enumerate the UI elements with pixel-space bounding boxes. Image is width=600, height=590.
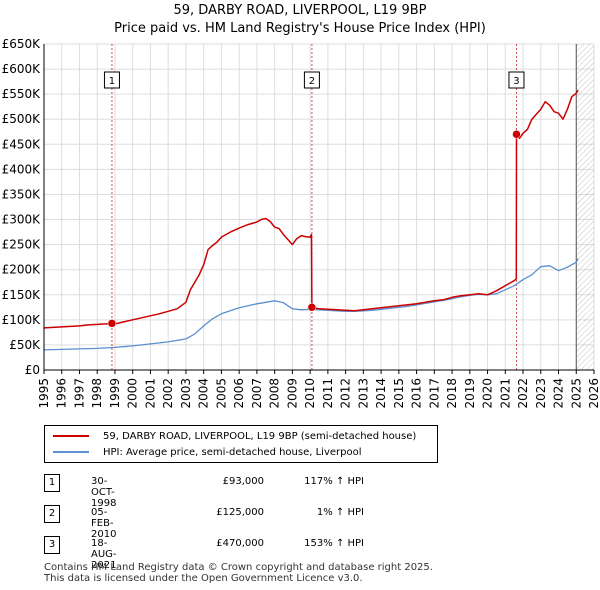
x-tick-label: 2001 bbox=[143, 378, 157, 409]
y-tick-label: £550K bbox=[2, 87, 42, 101]
x-tick-label: 2021 bbox=[498, 378, 512, 409]
x-tick-label: 2020 bbox=[481, 378, 495, 409]
transaction-marker bbox=[512, 130, 521, 139]
transaction-price: £470,000 bbox=[216, 538, 264, 549]
y-tick-label: £200K bbox=[2, 263, 42, 277]
transaction-hpi: 153% ↑ HPI bbox=[304, 538, 364, 549]
x-tick-label: 2013 bbox=[356, 378, 370, 409]
y-tick-label: £250K bbox=[2, 238, 42, 252]
plot-area bbox=[44, 44, 594, 370]
x-tick-label: 2002 bbox=[161, 378, 175, 409]
x-tick-label: 1995 bbox=[37, 378, 51, 409]
transaction-number: 1 bbox=[44, 474, 60, 492]
x-tick-label: 2023 bbox=[534, 378, 548, 409]
transaction-marker bbox=[107, 319, 117, 328]
x-tick-label: 2015 bbox=[392, 378, 406, 409]
transaction-date: 18-AUG-2021 bbox=[91, 538, 117, 571]
legend-item-hpi: HPI: Average price, semi-detached house,… bbox=[53, 444, 362, 460]
legend-label-hpi: HPI: Average price, semi-detached house,… bbox=[103, 446, 362, 458]
legend-swatch-property bbox=[53, 435, 89, 437]
chart-title-line2: Price paid vs. HM Land Registry's House … bbox=[114, 21, 486, 36]
x-tick-label: 2017 bbox=[427, 378, 441, 409]
x-tick-label: 2007 bbox=[250, 378, 264, 409]
x-tick-label: 2026 bbox=[587, 378, 600, 409]
y-tick-label: £400K bbox=[2, 162, 42, 176]
price-chart: £0 £50K £100K £150K £200K £250K £300K £350K £400… bbox=[2, 37, 600, 409]
y-tick-label: £650K bbox=[2, 37, 42, 51]
transaction-marker bbox=[307, 303, 317, 312]
x-tick-label: 2025 bbox=[569, 378, 583, 409]
footer-licence: This data is licensed under the Open Gov… bbox=[44, 573, 363, 584]
legend-swatch-hpi bbox=[53, 451, 89, 453]
x-tick-label: 2018 bbox=[445, 378, 459, 409]
x-tick-label: 2010 bbox=[303, 378, 317, 409]
transaction-label-box bbox=[303, 71, 320, 89]
chart-title: 59, DARBY ROAD, LIVERPOOL, L19 9BP Price… bbox=[0, 2, 600, 38]
transaction-hpi: 117% ↑ HPI bbox=[304, 476, 364, 487]
x-tick-label: 1999 bbox=[108, 378, 122, 409]
transaction-date: 05-FEB-2010 bbox=[91, 507, 117, 540]
x-tick-label: 2019 bbox=[463, 378, 477, 409]
transaction-price: £125,000 bbox=[216, 507, 264, 518]
transaction-number: 3 bbox=[44, 536, 60, 554]
y-tick-label: £350K bbox=[2, 187, 42, 201]
transaction-number: 2 bbox=[44, 505, 60, 523]
transaction-date: 30-OCT-1998 bbox=[91, 476, 117, 509]
transaction-label-number: 1 bbox=[109, 76, 115, 87]
transaction-label-box bbox=[508, 71, 525, 89]
x-tick-label: 1997 bbox=[72, 378, 86, 409]
x-tick-label: 1998 bbox=[90, 378, 104, 409]
x-tick-label: 1996 bbox=[55, 378, 69, 409]
y-tick-label: £0 bbox=[25, 363, 40, 377]
x-tick-label: 2004 bbox=[197, 378, 211, 409]
transaction-label-number: 3 bbox=[513, 76, 519, 87]
legend-label-property: 59, DARBY ROAD, LIVERPOOL, L19 9BP (semi… bbox=[103, 430, 417, 442]
x-tick-label: 2016 bbox=[410, 378, 424, 409]
legend: 59, DARBY ROAD, LIVERPOOL, L19 9BP (semi… bbox=[44, 425, 438, 463]
x-tick-label: 2011 bbox=[321, 378, 335, 409]
x-tick-label: 2008 bbox=[268, 378, 282, 409]
transaction-label-number: 2 bbox=[309, 76, 315, 87]
x-tick-label: 2000 bbox=[126, 378, 140, 409]
transaction-label-box bbox=[103, 71, 120, 89]
y-tick-label: £500K bbox=[2, 112, 42, 126]
transaction-price: £93,000 bbox=[222, 476, 264, 487]
y-tick-label: £300K bbox=[2, 213, 42, 227]
x-tick-label: 2006 bbox=[232, 378, 246, 409]
forecast-hatch bbox=[576, 44, 594, 370]
x-tick-label: 2003 bbox=[179, 378, 193, 409]
transaction-hpi: 1% ↑ HPI bbox=[316, 507, 364, 518]
x-tick-label: 2009 bbox=[285, 378, 299, 409]
y-tick-label: £100K bbox=[2, 313, 42, 327]
x-tick-label: 2014 bbox=[374, 378, 388, 409]
y-tick-label: £450K bbox=[2, 137, 42, 151]
y-tick-label: £50K bbox=[9, 338, 41, 352]
x-tick-label: 2022 bbox=[516, 378, 530, 409]
legend-item-property: 59, DARBY ROAD, LIVERPOOL, L19 9BP (semi… bbox=[53, 428, 416, 444]
property-price-line bbox=[43, 89, 579, 329]
chart-title-line1: 59, DARBY ROAD, LIVERPOOL, L19 9BP bbox=[173, 3, 427, 18]
y-tick-label: £150K bbox=[2, 288, 42, 302]
x-tick-label: 2024 bbox=[552, 378, 566, 409]
x-tick-label: 2012 bbox=[339, 378, 353, 409]
y-tick-label: £600K bbox=[2, 62, 42, 76]
footer-copyright: Contains HM Land Registry data © Crown c… bbox=[44, 562, 433, 573]
x-tick-label: 2005 bbox=[214, 378, 228, 409]
